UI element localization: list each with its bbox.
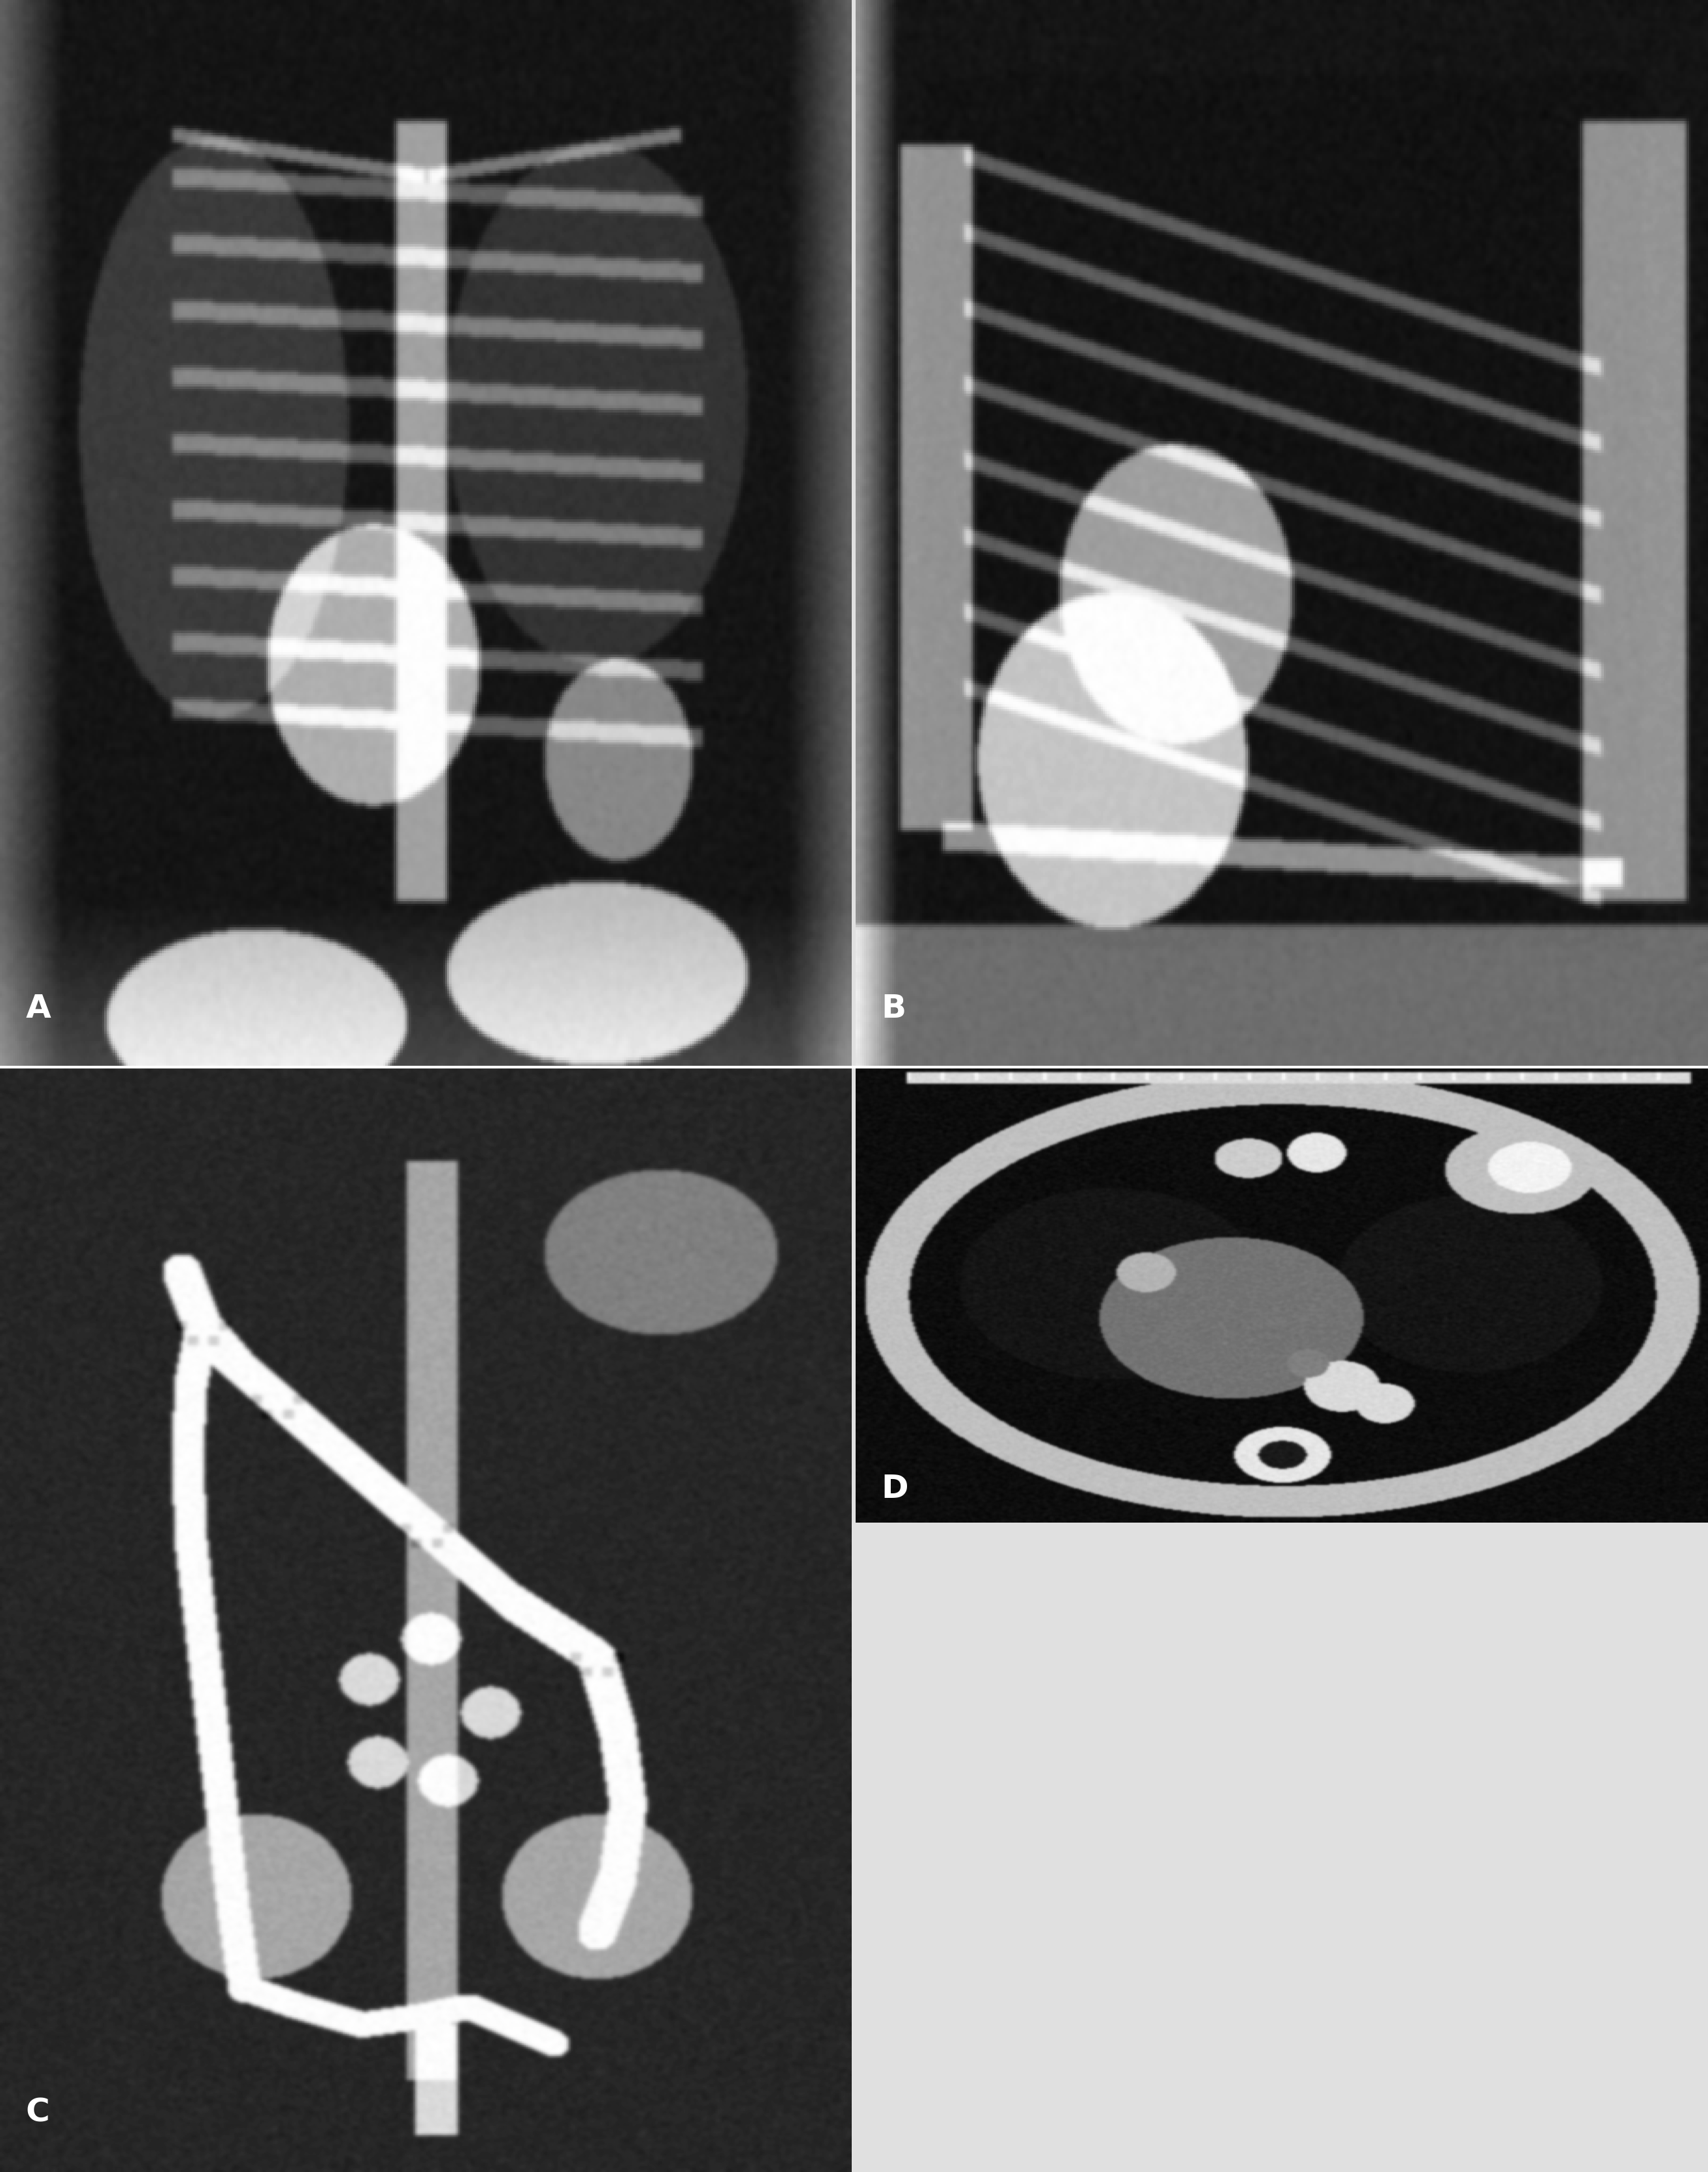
Text: D: D [881,1473,909,1505]
Text: A: A [26,993,51,1025]
Text: B: B [881,993,905,1025]
Text: C: C [26,2096,50,2129]
